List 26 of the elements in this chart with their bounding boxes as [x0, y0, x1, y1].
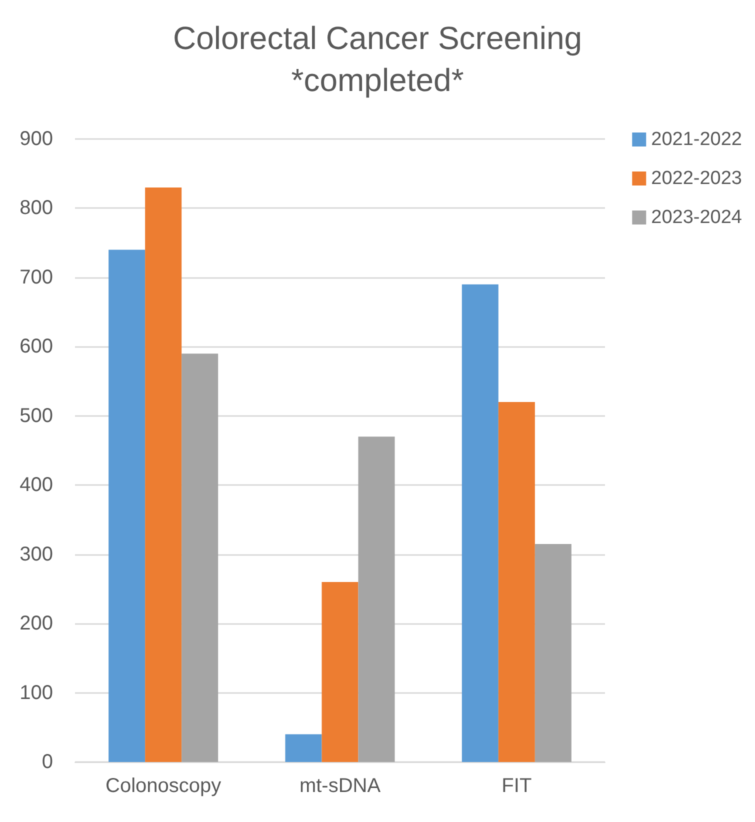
y-tick-label: 300: [20, 543, 53, 566]
bar: [498, 402, 535, 762]
bar: [534, 544, 572, 762]
bar: [322, 582, 358, 762]
y-tick-label: 900: [20, 128, 53, 150]
y-tick-label: 200: [20, 612, 53, 635]
y-tick-label: 400: [20, 474, 53, 496]
y-tick-label: 700: [20, 266, 53, 288]
legend-label: 2021-2022: [651, 129, 742, 150]
chart-title: Colorectal Cancer Screening *completed*: [172, 20, 582, 98]
bar: [462, 284, 498, 762]
bar: [285, 734, 322, 762]
y-tick-label: 800: [20, 197, 53, 220]
bar: [358, 436, 395, 762]
y-tick-label: 500: [20, 404, 53, 427]
y-tick-label: 0: [42, 751, 53, 773]
y-tick-label: 100: [20, 682, 53, 704]
x-tick-label: Colonoscopy: [106, 775, 222, 797]
x-tick-label: mt-sDNA: [299, 775, 382, 797]
bar: [182, 354, 218, 762]
legend-label: 2022-2023: [651, 168, 742, 189]
bar: [108, 250, 146, 762]
y-tick-label: 600: [20, 336, 53, 358]
bar: [145, 187, 182, 762]
legend-label: 2023-2024: [651, 207, 742, 228]
x-tick-label: FIT: [502, 775, 532, 797]
